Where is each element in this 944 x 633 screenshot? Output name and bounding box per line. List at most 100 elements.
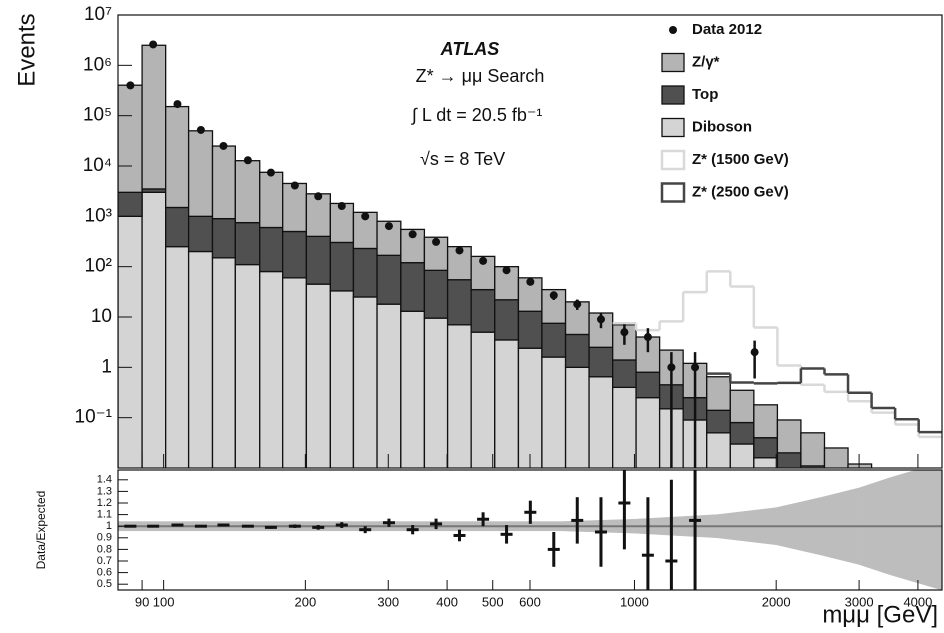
data-point xyxy=(243,156,252,165)
x-tick-label: 3000 xyxy=(845,594,874,609)
y-tick-label: 0.9 xyxy=(97,532,112,544)
x-tick-label: 300 xyxy=(377,594,399,609)
legend-marker xyxy=(669,26,677,34)
histogram-bar xyxy=(776,419,802,454)
legend-label: Z* (1500 GeV) xyxy=(692,151,789,168)
histogram-bar xyxy=(729,389,755,424)
histogram-bar xyxy=(470,331,496,468)
histogram-bar xyxy=(282,182,308,233)
x-tick-label: 100 xyxy=(153,594,175,609)
legend-swatch xyxy=(661,117,685,138)
main-plot xyxy=(118,40,942,473)
data-point xyxy=(266,168,275,177)
data-point xyxy=(432,237,441,246)
histogram-bar xyxy=(352,247,378,298)
annotation: ATLAS xyxy=(440,39,500,59)
histogram-bar xyxy=(211,145,236,220)
histogram-bar xyxy=(564,333,590,368)
histogram-bar xyxy=(282,230,308,279)
x-tick-label: 200 xyxy=(295,594,317,609)
histogram-bar xyxy=(187,250,214,468)
histogram-bar xyxy=(777,470,800,473)
y-tick-label: 10⁷ xyxy=(84,4,112,25)
histogram-bar xyxy=(612,359,637,389)
histogram-bar xyxy=(305,235,332,285)
histogram-bar xyxy=(118,84,143,193)
histogram-bar xyxy=(141,44,167,190)
data-point xyxy=(196,125,205,134)
histogram-bar xyxy=(165,105,190,209)
x-tick-label: 500 xyxy=(482,594,504,609)
data-point xyxy=(596,315,605,324)
histogram-bar xyxy=(729,443,755,468)
y-tick-label: 1.2 xyxy=(97,497,112,509)
histogram-bar xyxy=(470,288,496,333)
histogram-bar xyxy=(305,283,332,468)
histogram-bar xyxy=(635,396,661,468)
legend-swatch xyxy=(661,52,685,73)
legend-label: Z* (2500 GeV) xyxy=(692,183,789,200)
x-tick-label: 90 xyxy=(135,594,149,609)
uncertainty-band xyxy=(890,470,942,590)
data-point xyxy=(750,348,759,357)
histogram-bar xyxy=(494,339,520,468)
x-tick-label: 1000 xyxy=(620,594,649,609)
histogram-bar xyxy=(118,191,143,217)
data-point xyxy=(549,291,558,300)
annotation: ∫ L dt = 20.5 fb⁻¹ xyxy=(410,105,542,125)
histogram-bar xyxy=(706,432,731,468)
y-tick-label: 10³ xyxy=(85,205,112,226)
legend-swatch xyxy=(660,182,686,203)
histogram-bar xyxy=(588,376,614,468)
histogram-bar xyxy=(517,310,543,349)
legend-swatch xyxy=(660,149,686,171)
data-point xyxy=(667,363,676,372)
histogram-bar xyxy=(400,310,426,468)
x-tick-label: 2000 xyxy=(762,594,791,609)
legend-label: Z/γ* xyxy=(692,53,720,70)
y-tick-label: 10⁻¹ xyxy=(75,407,113,428)
histogram-bar xyxy=(141,191,167,468)
x-tick-label: 600 xyxy=(519,594,541,609)
data-point xyxy=(290,181,299,190)
data-point xyxy=(526,277,535,286)
legend-swatch xyxy=(661,85,685,105)
histogram-bar xyxy=(234,160,261,224)
y-tick-label: 0.8 xyxy=(97,543,112,555)
y-tick-label: 1.3 xyxy=(97,485,112,497)
histogram-bar xyxy=(823,447,849,468)
histogram-bar xyxy=(753,437,779,459)
data-point xyxy=(620,328,629,337)
histogram-bar xyxy=(118,215,143,468)
legend-label: Data 2012 xyxy=(692,21,762,38)
histogram-bar xyxy=(706,409,731,434)
annotation: Z* → μμ Search xyxy=(416,66,545,86)
data-point xyxy=(219,141,228,150)
histogram-bar xyxy=(400,262,426,312)
y-tick-label: 1 xyxy=(106,520,112,532)
histogram-bar xyxy=(729,421,755,445)
ratio-y-axis-label: Data/Expected xyxy=(34,491,48,570)
data-point xyxy=(337,202,346,211)
data-point xyxy=(173,100,182,109)
histogram-bar xyxy=(376,303,402,468)
y-tick-label: 10⁴ xyxy=(83,155,112,176)
histogram-bar xyxy=(446,279,472,326)
legend-label: Diboson xyxy=(692,118,752,135)
annotation: √s = 8 TeV xyxy=(420,149,505,169)
legend-label: Top xyxy=(692,86,718,103)
data-point xyxy=(479,256,488,265)
histogram-bar xyxy=(706,376,731,411)
x-axis-label: mμμ [GeV] xyxy=(822,601,938,628)
y-tick-label: 0.7 xyxy=(97,555,112,567)
histogram-bar xyxy=(635,371,661,399)
histogram-bar xyxy=(329,290,355,468)
ratio-plot xyxy=(118,470,942,590)
y-tick-label: 10⁶ xyxy=(83,54,112,75)
histogram-bar xyxy=(423,317,449,468)
histogram-bar xyxy=(187,215,214,253)
data-point xyxy=(149,40,158,49)
y-tick-label: 1.1 xyxy=(97,509,112,521)
x-tick-label: 4000 xyxy=(903,594,932,609)
histogram-bar xyxy=(564,366,590,468)
